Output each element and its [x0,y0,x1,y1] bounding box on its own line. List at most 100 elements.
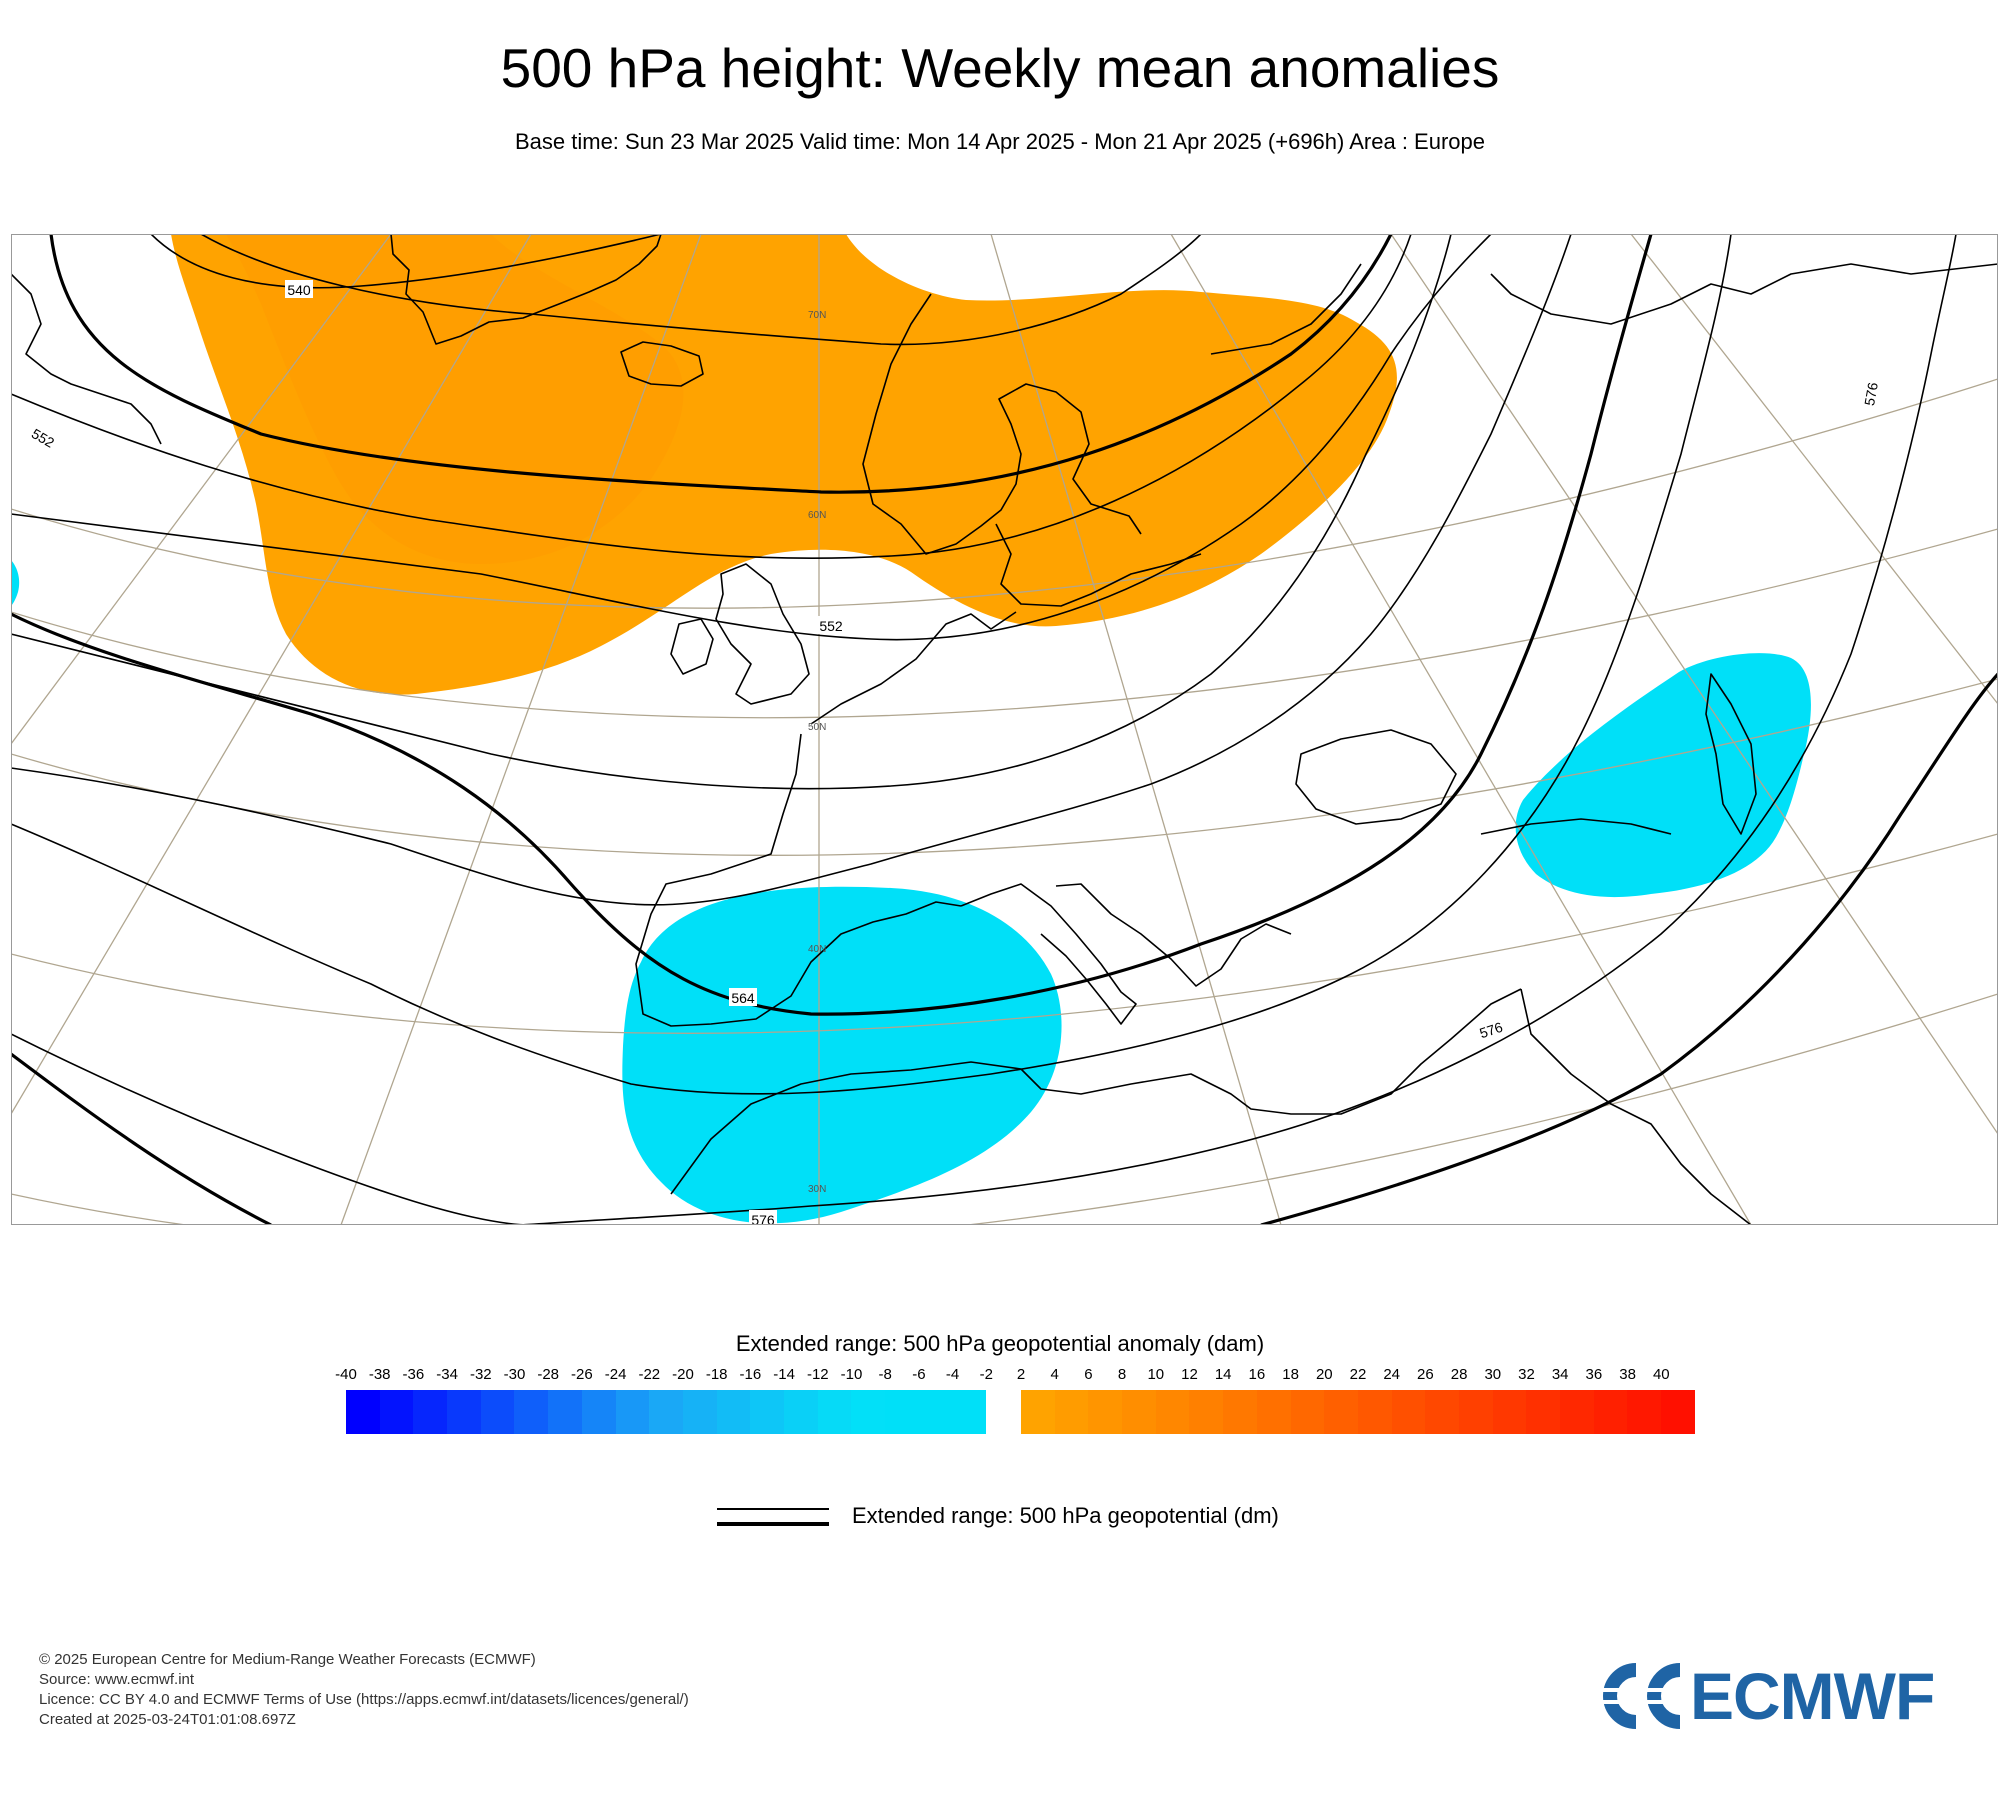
colorbar-ticks: -40 -38 -36 -34 -32 -30 -28 -26 -24 -22 -20 -18 -16-… [0,1365,2000,1387]
footer-source: Source: www.ecmwf.int [39,1671,195,1688]
greenland-coast [390,234,662,345]
colorbar-tick-label: -10 [840,1366,863,1383]
map-svg: 540 552 552 564 576 [11,234,1998,1225]
colorbar-tick-label: -24 [604,1366,627,1383]
russia-north-coast [1210,263,1362,355]
negative-anomaly-region-black-sea [1515,653,1811,898]
positive-swatch-2 [1088,1390,1123,1434]
geopotential-contours [11,234,1998,1225]
colorbar-tick-label: 10 [1147,1366,1165,1383]
contour-568 [11,234,1732,1095]
colorbar-tick-label: -34 [436,1366,458,1383]
footer-created: Created at 2025-03-24T01:01:08.697Z [39,1711,296,1728]
colorbar-negative [346,1390,987,1434]
contour-label-564: 564 [731,990,755,1006]
contour-572 [11,1033,532,1225]
positive-swatch-5 [1189,1390,1224,1434]
map-panel: 540 552 552 564 576 [11,234,1998,1225]
colorbar-tick-label: -22 [638,1366,661,1383]
positive-swatch-7 [1256,1390,1291,1434]
footer-licence: Licence: CC BY 4.0 and ECMWF Terms of Us… [39,1691,689,1708]
lat-label-50n: 50N [808,722,826,733]
contour-line-legend [717,1502,832,1530]
caspian-coast [1705,673,1757,835]
positive-swatch-16 [1560,1390,1594,1434]
positive-anomaly-core [226,234,684,564]
contour-label-552: 552 [819,618,843,634]
colorbar-tick-label: 40 [1652,1366,1670,1383]
negative-swatch-10 [682,1390,717,1434]
latitude-labels: 70N 60N 50N 40N 30N [808,310,826,1195]
positive-swatch-18 [1627,1390,1662,1434]
positive-swatch-1 [1054,1390,1089,1434]
colorbar-tick-label: 24 [1383,1366,1401,1383]
footer-copyright: © 2025 European Centre for Medium-Range … [39,1651,536,1668]
colorbar-tick-label: 38 [1619,1366,1636,1383]
contour-540 [49,234,1393,494]
contour-540-upper [150,234,662,289]
positive-swatch-3 [1122,1390,1156,1434]
colorbar-tick-label: 32 [1518,1366,1535,1383]
negative-swatch-18 [952,1390,987,1434]
colorbar-tick-label: 22 [1349,1366,1367,1383]
negative-anomaly-region-iberia [622,886,1062,1224]
map-frame [11,234,1998,1225]
baltic-coast [995,523,1202,607]
positive-swatch-14 [1492,1390,1527,1434]
iceland-coast [620,341,704,387]
contour-label-576-south: 576 [1477,1019,1504,1042]
negative-swatch-8 [615,1390,650,1434]
colorbar-tick-label: 4 [1050,1366,1059,1383]
chart-subtitle: Base time: Sun 23 Mar 2025 Valid time: M… [514,129,1485,154]
contour-544 [200,234,1202,346]
colorbar-tick-label: -12 [806,1366,829,1383]
positive-swatch-8 [1290,1390,1325,1434]
negative-swatch-12 [750,1390,784,1434]
colorbar-tick-label: 26 [1417,1366,1434,1383]
negative-swatch-6 [548,1390,582,1434]
north-africa-coast [670,988,1522,1195]
negative-swatch-0 [346,1390,380,1434]
colorbar-tick-label: 8 [1117,1366,1127,1383]
footer: © 2025 European Centre for Medium-Range … [39,1650,689,1730]
arctic-coast [1490,263,1998,325]
negative-anomaly-region-atlantic-edge [11,560,20,606]
contour-labels: 540 552 552 564 576 [26,280,1882,1225]
colorbar-tick-label: -28 [537,1366,560,1383]
contour-552 [11,234,1492,641]
lat-label-40n: 40N [808,944,826,955]
colorbar-tick-label: 2 [1016,1366,1026,1383]
colorbar-tick-label: -26 [571,1366,593,1383]
colorbar-tick-label: -30 [503,1366,526,1383]
canada-coast [11,273,162,445]
positive-swatch-12 [1425,1390,1459,1434]
positive-swatch-10 [1357,1390,1392,1434]
colorbar-tick-label: 16 [1248,1366,1266,1383]
colorbar-title: Extended range: 500 hPa geopotential ano… [735,1331,1265,1356]
western-europe-coast [810,611,1017,725]
chart-title: 500 hPa height: Weekly mean anomalies [500,37,1500,99]
negative-swatch-2 [413,1390,448,1434]
contour-legend-label: Extended range: 500 hPa geopotential (dm… [852,1503,1279,1528]
colorbar-tick-label: -4 [945,1366,960,1383]
colorbar-tick-label: -2 [979,1366,993,1383]
positive-swatch-15 [1526,1390,1560,1434]
contour-label-540: 540 [287,282,311,298]
anomaly-shading [11,234,1811,1224]
colorbar-tick-label: 12 [1181,1366,1198,1383]
negative-swatch-3 [447,1390,481,1434]
middle-east-coast [1520,988,1752,1225]
colorbar-tick-label: 34 [1551,1366,1569,1383]
negative-swatch-17 [918,1390,953,1434]
colorbar-tick-label: 30 [1484,1366,1502,1383]
negative-swatch-5 [514,1390,549,1434]
colorbar-tick-label: 36 [1585,1366,1603,1383]
negative-swatch-1 [379,1390,414,1434]
negative-swatch-14 [817,1390,852,1434]
contour-label-576-bottom: 576 [751,1212,775,1225]
colorbar-tick-label: 14 [1214,1366,1232,1383]
colorbar-tick-label: -6 [912,1366,926,1383]
balkan-coast [1055,883,1292,987]
colorbar-tick-label: -18 [705,1366,728,1383]
ecmwf-logo: ECMWF [1592,1658,1972,1734]
